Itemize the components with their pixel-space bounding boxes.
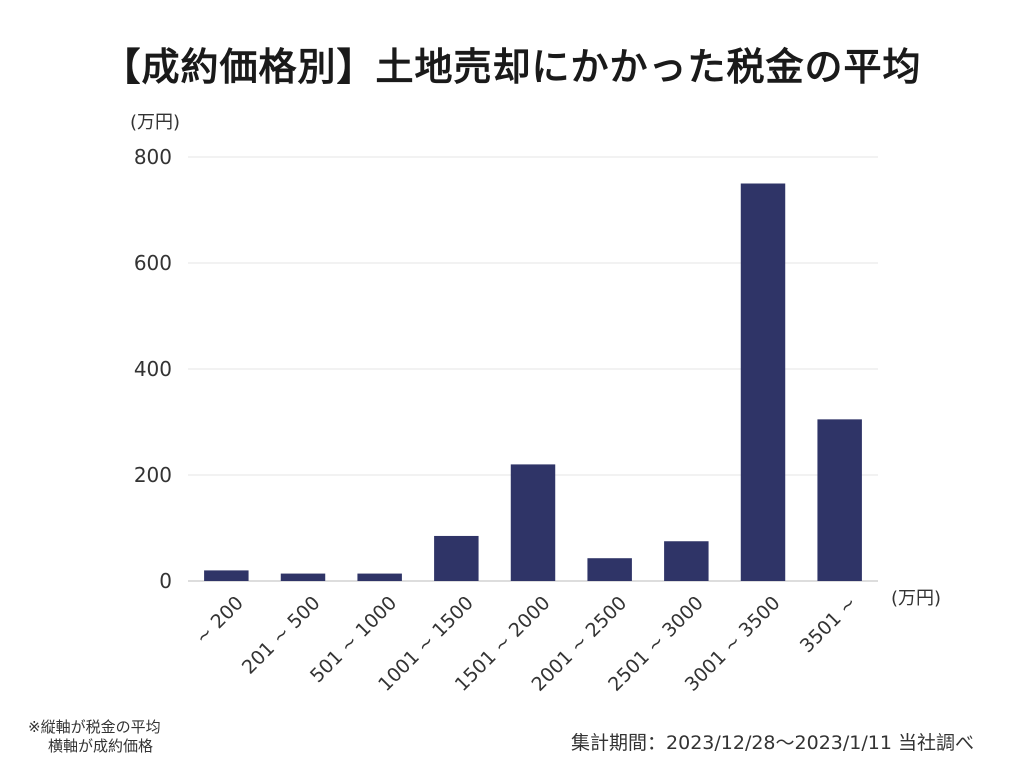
y-tick-label: 400 [134,357,172,381]
x-tick-label: 3501 ~ [796,592,861,657]
axis-note-line-1: ※縦軸が税金の平均 [28,718,161,736]
y-tick-label: 800 [134,145,172,169]
bar [817,419,862,581]
bar [357,573,402,581]
bar [664,541,709,581]
bar [434,535,479,581]
bars [204,183,862,581]
y-axis-unit-label: (万円) [130,112,180,133]
bar [587,558,632,581]
source-note: 集計期間：2023/12/28〜2023/1/11 当社調べ [571,732,974,754]
y-axis-ticks: 0 200 400 600 800 [134,145,172,593]
y-tick-label: 600 [134,251,172,275]
x-tick-label: ~ 200 [191,592,248,649]
axis-note: ※縦軸が税金の平均 横軸が成約価格 [28,718,161,756]
axis-note-line-2: 横軸が成約価格 [48,737,154,755]
y-tick-label: 0 [159,569,172,593]
bar [280,573,326,581]
bar [204,570,249,581]
y-tick-label: 200 [134,463,172,487]
bar [740,183,786,581]
bar [510,464,556,581]
chart-title: 【成約価格別】土地売却にかかった税金の平均 [102,45,922,89]
x-axis-unit-label: (万円) [891,588,941,609]
